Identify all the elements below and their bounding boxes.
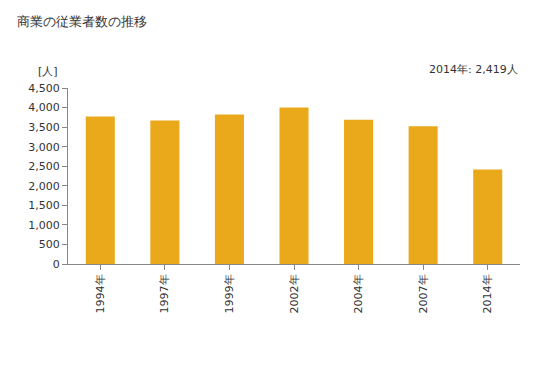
svg-text:1994年: 1994年 — [94, 274, 107, 313]
svg-text:商業の従業者数の推移: 商業の従業者数の推移 — [17, 14, 147, 29]
svg-text:[人]: [人] — [38, 65, 58, 78]
svg-text:2007年: 2007年 — [417, 274, 430, 313]
svg-text:4,000: 4,000 — [28, 101, 60, 114]
svg-text:1999年: 1999年 — [223, 274, 236, 313]
svg-text:2014年: 2014年 — [481, 274, 494, 313]
svg-text:2004年: 2004年 — [352, 274, 365, 313]
svg-text:2014年: 2,419人: 2014年: 2,419人 — [429, 63, 518, 76]
svg-text:1,000: 1,000 — [28, 219, 60, 232]
svg-text:2002年: 2002年 — [288, 274, 301, 313]
svg-text:500: 500 — [39, 238, 60, 251]
svg-text:3,000: 3,000 — [28, 141, 60, 154]
svg-text:0: 0 — [53, 258, 60, 271]
svg-text:4,500: 4,500 — [28, 82, 60, 95]
svg-text:2,500: 2,500 — [28, 160, 60, 173]
svg-text:2,000: 2,000 — [28, 180, 60, 193]
svg-text:3,500: 3,500 — [28, 121, 60, 134]
svg-text:1,500: 1,500 — [28, 199, 60, 212]
svg-text:1997年: 1997年 — [158, 274, 171, 313]
